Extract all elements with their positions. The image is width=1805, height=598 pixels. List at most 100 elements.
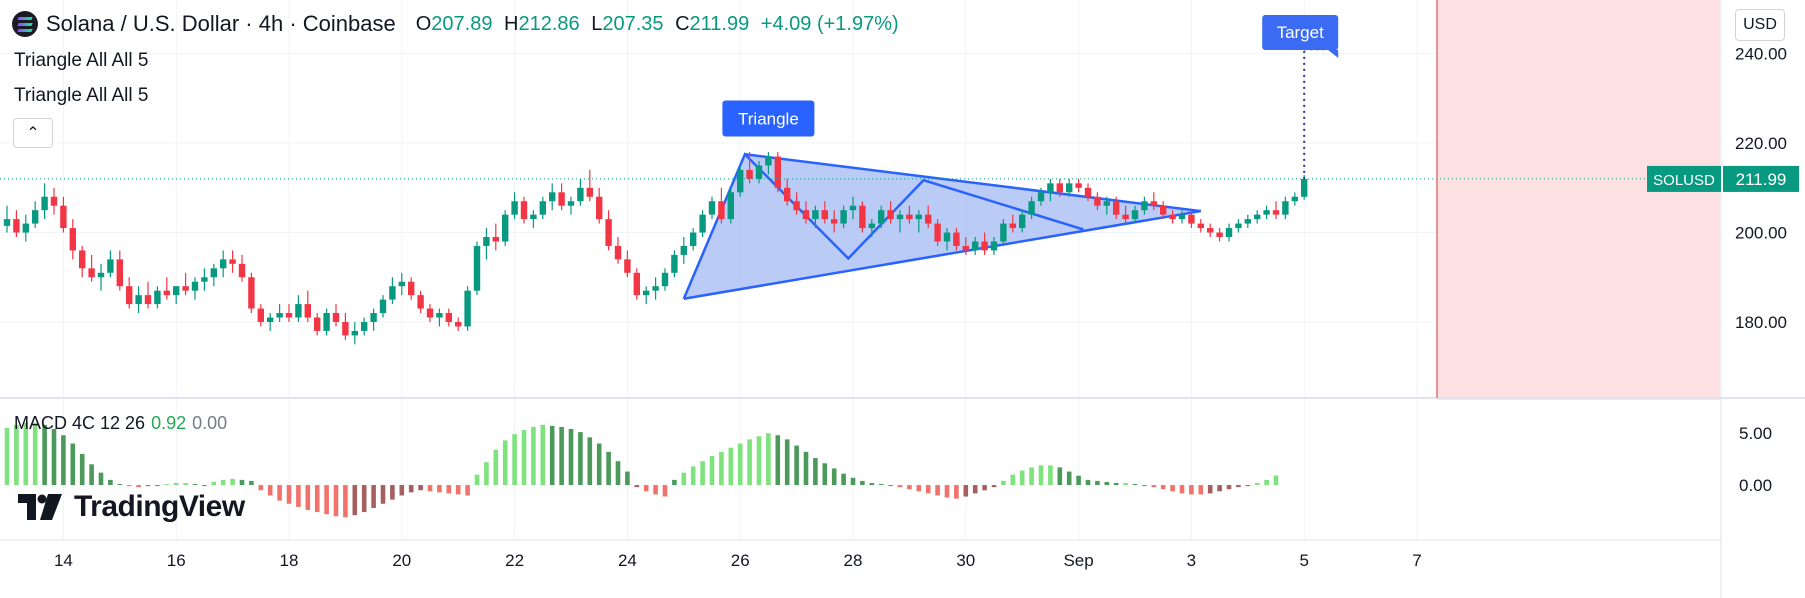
candle-body — [981, 241, 988, 251]
candle — [887, 201, 894, 224]
time-tick-label: 28 — [844, 551, 863, 570]
currency-button[interactable]: USD — [1735, 9, 1785, 41]
macd-bar — [155, 485, 160, 487]
candle-body — [812, 210, 819, 220]
candle — [868, 219, 875, 238]
macd-bar — [249, 480, 254, 486]
candle-body — [746, 169, 753, 179]
candle-body — [1075, 183, 1082, 188]
candle — [1244, 214, 1251, 229]
candle — [746, 152, 753, 184]
time-tick-label: 18 — [280, 551, 299, 570]
candle — [605, 210, 612, 251]
macd-bar — [352, 485, 358, 516]
candle-body — [840, 210, 847, 224]
indicator-legend-2[interactable]: Triangle All All 5 — [14, 85, 149, 106]
candle — [445, 308, 452, 327]
candle — [502, 210, 509, 246]
candle-body — [191, 281, 199, 291]
high-value: 212.86 — [518, 12, 580, 35]
macd-bar — [408, 485, 414, 493]
macd-bar — [1236, 485, 1241, 488]
candle-body — [182, 286, 189, 291]
macd-bar — [42, 424, 47, 486]
candle — [1282, 196, 1289, 220]
candle — [1066, 178, 1073, 197]
candle — [652, 277, 659, 300]
candle — [144, 281, 152, 309]
candle-body — [1169, 214, 1176, 220]
candle — [1141, 196, 1148, 215]
candle — [210, 263, 217, 287]
candle-body — [953, 232, 960, 246]
indicator-legend-1[interactable]: Triangle All All 5 — [14, 50, 149, 71]
candle-body — [1225, 228, 1233, 238]
candle-body — [408, 281, 415, 296]
candle — [1103, 196, 1110, 215]
macd-bar — [606, 451, 611, 486]
candle — [661, 268, 669, 291]
collapse-legend-button[interactable]: ⌃ — [13, 118, 53, 148]
macd-bar — [267, 485, 273, 496]
chevron-up-icon: ⌃ — [26, 125, 40, 142]
candle — [849, 196, 857, 220]
candle-body — [304, 304, 311, 318]
last-price-badge — [1723, 165, 1799, 192]
candle — [802, 201, 810, 224]
macd-bar — [916, 485, 922, 492]
symbol-title[interactable]: Solana / U.S. Dollar · 4h · Coinbase — [46, 11, 396, 36]
candle — [323, 308, 330, 336]
candle-body — [943, 232, 951, 242]
price-tick-label: 180.00 — [1735, 313, 1787, 332]
candle-body — [314, 317, 321, 331]
candle-body — [379, 299, 387, 314]
candle — [455, 317, 462, 331]
candle — [972, 237, 979, 255]
candle — [1291, 192, 1298, 206]
candle-body — [727, 192, 734, 220]
macd-bar — [1189, 485, 1194, 495]
candle-body — [530, 214, 537, 220]
candle — [840, 205, 847, 229]
candle-body — [906, 214, 913, 220]
macd-bar — [427, 485, 433, 492]
candle — [464, 286, 471, 331]
macd-bar — [145, 485, 151, 487]
macd-bar — [700, 461, 705, 486]
candle-body — [473, 245, 481, 291]
candle-body — [483, 237, 490, 246]
candle — [13, 210, 20, 238]
macd-bar — [399, 485, 405, 496]
macd-bar — [474, 474, 480, 486]
candle — [558, 183, 565, 211]
candle — [981, 232, 988, 255]
macd-legend[interactable]: MACD 4C 12 26 0.92 0.00 — [14, 413, 227, 434]
macd-tick-label: 0.00 — [1739, 476, 1772, 495]
candle-body — [492, 237, 499, 242]
candle — [793, 192, 800, 215]
candle — [126, 277, 133, 309]
macd-bar — [136, 485, 141, 488]
candle — [1254, 210, 1261, 224]
candle-body — [389, 286, 396, 300]
candle — [32, 201, 39, 229]
candle — [473, 241, 481, 296]
candle-body — [962, 245, 969, 251]
candle — [1122, 205, 1129, 224]
macd-bar — [531, 426, 536, 486]
macd-bar — [549, 425, 555, 486]
candle — [1113, 196, 1120, 220]
candle-body — [455, 321, 462, 327]
low-value: 207.35 — [602, 12, 664, 35]
macd-bar — [1207, 485, 1213, 494]
candle — [1160, 201, 1167, 220]
candle — [718, 187, 725, 224]
candle-body — [1178, 214, 1186, 220]
macd-bar — [296, 485, 301, 507]
last-price-label: 211.99 — [1736, 170, 1787, 189]
macd-bar — [1001, 480, 1006, 486]
macd-bar — [455, 485, 461, 495]
candle-body — [13, 219, 20, 233]
candle-body — [229, 259, 236, 264]
